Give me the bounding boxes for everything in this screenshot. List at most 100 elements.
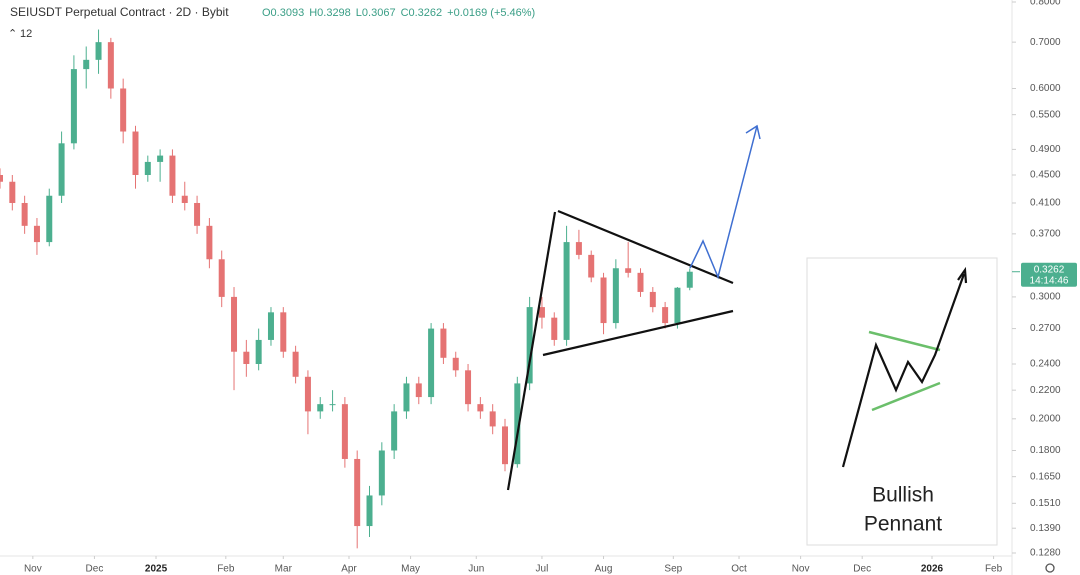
y-tick-label: 0.1650 — [1030, 471, 1061, 482]
y-tick-label: 0.2000 — [1030, 413, 1061, 424]
y-tick-label: 0.3000 — [1030, 292, 1061, 303]
x-tick-label: Jul — [536, 564, 549, 575]
candle-body — [625, 268, 632, 273]
candle-body — [304, 376, 311, 412]
x-tick-label: 2025 — [145, 564, 168, 575]
candle-body — [477, 404, 484, 412]
candle-body — [403, 383, 410, 412]
candle-body — [194, 202, 201, 226]
candle-body — [391, 411, 398, 451]
countdown-label: 14:14:46 — [1030, 275, 1069, 286]
candle-body — [354, 458, 361, 527]
inset-pennant-lines — [868, 330, 941, 412]
ohlc-legend: O0.3093 H0.3298 L0.3067 C0.3262 +0.0169 (+5.… — [262, 7, 535, 19]
candle-body — [107, 42, 114, 89]
pennant-line — [871, 381, 941, 412]
x-tick-label: Sep — [664, 564, 682, 575]
candle-body — [502, 426, 508, 465]
arrow-head — [745, 124, 761, 140]
candle-body — [255, 339, 262, 364]
candle-body — [317, 404, 324, 412]
y-tick-label: 0.6000 — [1030, 83, 1061, 94]
candle-body — [489, 411, 496, 427]
x-tick-label: Oct — [731, 564, 747, 575]
y-tick-label: 0.5500 — [1030, 109, 1061, 120]
settings-icon[interactable] — [1045, 563, 1055, 573]
candle-body — [366, 495, 373, 527]
candle-body — [575, 242, 582, 255]
x-tick-label: Aug — [595, 564, 613, 575]
candle-body — [637, 272, 644, 292]
trend-line — [542, 309, 734, 357]
inset-title: Pennant — [864, 513, 942, 536]
projection-arrow — [689, 124, 761, 280]
candle-body — [83, 59, 90, 70]
y-tick-label: 0.1280 — [1030, 548, 1061, 559]
arrow-head — [957, 266, 968, 284]
y-tick-label: 0.4500 — [1030, 170, 1061, 181]
candle-body — [144, 161, 151, 175]
x-tick-label: Dec — [853, 564, 871, 575]
triangle-drawing — [506, 209, 734, 491]
y-tick-label: 0.1390 — [1030, 523, 1061, 534]
candle-body — [514, 383, 521, 465]
y-tick-label: 0.7000 — [1030, 37, 1061, 48]
y-tick-label: 0.3700 — [1030, 228, 1061, 239]
candle-body — [378, 450, 385, 496]
candle-body — [70, 69, 77, 144]
candle-body — [33, 225, 40, 243]
candle-body — [292, 351, 299, 377]
candle-body — [452, 357, 459, 371]
y-tick-label: 0.2700 — [1030, 323, 1061, 334]
candle-body — [428, 328, 435, 398]
candle-body — [526, 307, 533, 384]
last-price-box — [1021, 262, 1077, 287]
inset-path — [841, 266, 968, 468]
candle-body — [551, 317, 558, 340]
candle-body — [206, 225, 213, 260]
x-tick-label: Nov — [792, 564, 810, 575]
candle-body — [341, 404, 348, 459]
y-tick-label: 0.1510 — [1030, 498, 1061, 509]
candle-body — [95, 42, 102, 60]
candle-body — [588, 254, 595, 278]
y-tick-label: 0.8000 — [1030, 0, 1061, 8]
x-tick-label: Mar — [275, 564, 293, 575]
candle-body — [538, 307, 545, 318]
candle-body — [157, 155, 164, 162]
candle-body — [649, 291, 656, 308]
candle-body — [46, 195, 53, 243]
candle-body — [465, 370, 472, 405]
y-tick-label: 0.2400 — [1030, 359, 1061, 370]
candle-body — [612, 268, 619, 324]
trend-line — [506, 211, 557, 491]
candle-body — [132, 131, 139, 175]
x-tick-label: Feb — [217, 564, 235, 575]
candle-body — [58, 143, 65, 196]
y-tick-label: 0.1800 — [1030, 445, 1061, 456]
candle-body — [674, 287, 681, 324]
trend-line — [557, 209, 734, 285]
candle-body — [243, 351, 250, 364]
price-path — [841, 273, 966, 468]
projection-path — [689, 125, 758, 280]
x-tick-label: Feb — [985, 564, 1003, 575]
x-tick-label: Apr — [341, 564, 357, 575]
inset-panel — [806, 257, 998, 546]
ohlc-value: +0.0169 (+5.46%) — [447, 7, 535, 19]
candle-body — [9, 181, 16, 203]
ohlc-value: L0.3067 — [356, 7, 396, 19]
collapse-icon: ⌃ — [8, 28, 17, 40]
pennant-line — [868, 330, 941, 352]
x-tick-label: 2026 — [921, 564, 944, 575]
candle-body — [415, 383, 422, 398]
candle-body — [21, 202, 28, 226]
candle-body — [218, 259, 225, 297]
candle-body — [600, 277, 607, 324]
candle-body — [169, 155, 176, 196]
ohlc-value: H0.3298 — [309, 7, 351, 19]
x-tick-label: Dec — [86, 564, 104, 575]
x-tick-label: Jun — [468, 564, 484, 575]
ohlc-value: O0.3093 — [262, 7, 304, 19]
y-tick-label: 0.4900 — [1030, 144, 1061, 155]
